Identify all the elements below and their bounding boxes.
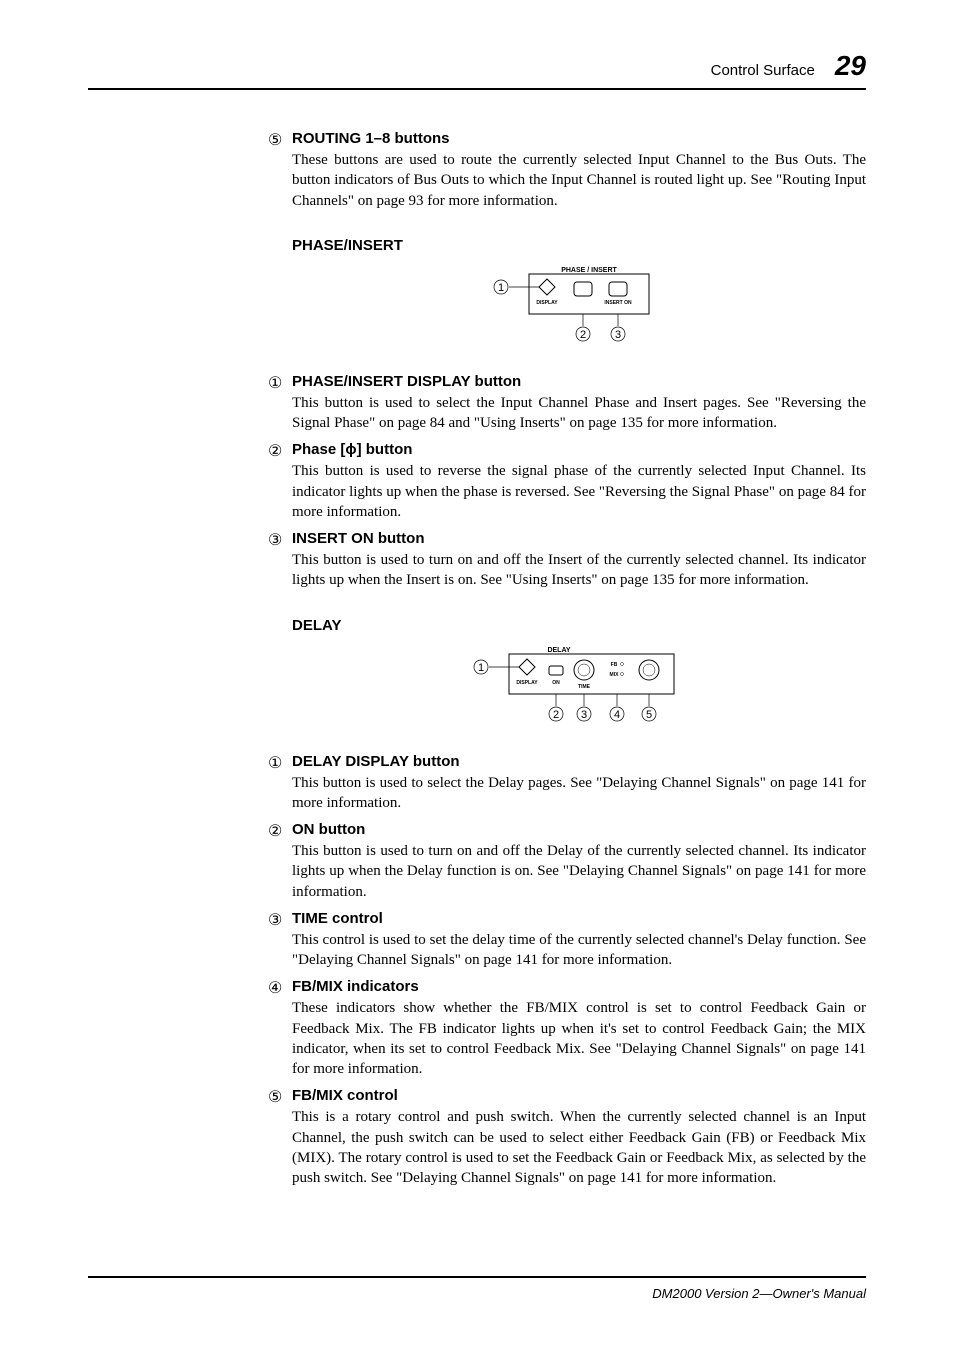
item-title: PHASE/INSERT DISPLAY button	[292, 373, 521, 390]
item-time-control: ③ TIME control This control is used to s…	[268, 910, 866, 971]
item-number: ⑤	[268, 130, 292, 150]
item-on-button: ② ON button This button is used to turn …	[268, 821, 866, 902]
item-body: This button is used to select the Delay …	[292, 773, 866, 814]
item-title: FB/MIX control	[292, 1087, 398, 1104]
diagram-callout-1: 1	[478, 662, 484, 674]
item-number: ③	[268, 530, 292, 550]
item-phase-button: ② Phase [ɸ] button This button is used t…	[268, 441, 866, 522]
item-body: This control is used to set the delay ti…	[292, 930, 866, 971]
header-title: Control Surface	[711, 62, 815, 79]
diagram-phase-insert: PHASE / INSERT DISPLAY INSERT ON 1 2 3	[292, 264, 866, 359]
page-content: ⑤ ROUTING 1–8 buttons These buttons are …	[88, 130, 866, 1188]
diagram-label-time: TIME	[578, 684, 591, 690]
item-number: ⑤	[268, 1087, 292, 1107]
diagram-label-on: ON	[552, 680, 560, 686]
item-body: This is a rotary control and push switch…	[292, 1107, 866, 1188]
diagram-callout-3: 3	[615, 329, 621, 341]
diagram-label-insert-on: INSERT ON	[604, 300, 632, 306]
page-footer: DM2000 Version 2—Owner's Manual	[88, 1276, 866, 1301]
item-routing: ⑤ ROUTING 1–8 buttons These buttons are …	[268, 130, 866, 211]
diagram-label-mix: MIX	[610, 672, 620, 678]
item-body: This button is used to reverse the signa…	[292, 461, 866, 522]
diagram-label-display: DISPLAY	[516, 680, 538, 686]
item-number: ②	[268, 821, 292, 841]
footer-text: DM2000 Version 2—Owner's Manual	[652, 1286, 866, 1301]
diagram-callout-4: 4	[614, 709, 620, 721]
item-phase-insert-display: ① PHASE/INSERT DISPLAY button This butto…	[268, 373, 866, 434]
item-fb-mix-indicators: ④ FB/MIX indicators These indicators sho…	[268, 978, 866, 1079]
item-fb-mix-control: ⑤ FB/MIX control This is a rotary contro…	[268, 1087, 866, 1188]
diagram-callout-5: 5	[646, 709, 652, 721]
item-body: This button is used to turn on and off t…	[292, 841, 866, 902]
item-number: ①	[268, 753, 292, 773]
page-header: Control Surface 29	[88, 50, 866, 90]
item-body: These buttons are used to route the curr…	[292, 150, 866, 211]
diagram-label-top: PHASE / INSERT	[561, 267, 617, 274]
diagram-callout-3: 3	[581, 709, 587, 721]
section-heading-phase-insert: PHASE/INSERT	[292, 237, 866, 254]
diagram-callout-2: 2	[580, 329, 586, 341]
diagram-callout-2: 2	[553, 709, 559, 721]
diagram-label-display: DISPLAY	[536, 300, 558, 306]
item-number: ③	[268, 910, 292, 930]
section-heading-delay: DELAY	[292, 617, 866, 634]
item-title: FB/MIX indicators	[292, 978, 419, 995]
item-title: DELAY DISPLAY button	[292, 753, 460, 770]
item-number: ①	[268, 373, 292, 393]
diagram-delay: DELAY DISPLAY ON TIME FB MIX 1	[292, 644, 866, 739]
item-number: ②	[268, 441, 292, 461]
item-title: Phase [ɸ] button	[292, 441, 412, 458]
item-title: INSERT ON button	[292, 530, 424, 547]
diagram-label-top: DELAY	[547, 647, 570, 654]
item-insert-on: ③ INSERT ON button This button is used t…	[268, 530, 866, 591]
diagram-callout-1: 1	[498, 282, 504, 294]
item-title: ROUTING 1–8 buttons	[292, 130, 450, 147]
item-title: TIME control	[292, 910, 383, 927]
item-title: ON button	[292, 821, 365, 838]
diagram-label-fb: FB	[611, 662, 618, 668]
item-delay-display: ① DELAY DISPLAY button This button is us…	[268, 753, 866, 814]
item-number: ④	[268, 978, 292, 998]
item-body: This button is used to select the Input …	[292, 393, 866, 434]
header-page-number: 29	[835, 50, 866, 81]
item-body: This button is used to turn on and off t…	[292, 550, 866, 591]
item-body: These indicators show whether the FB/MIX…	[292, 998, 866, 1079]
